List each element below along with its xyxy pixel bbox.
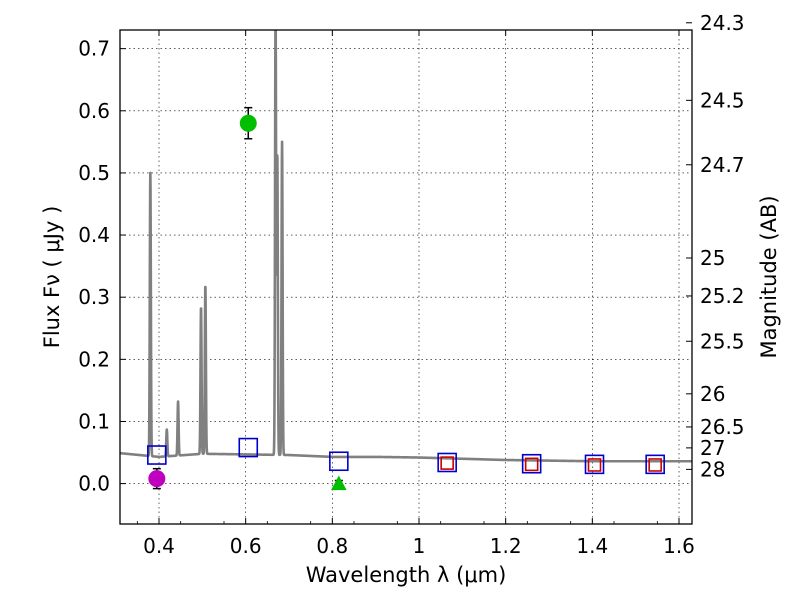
x-tick-label: 0.8 (316, 534, 348, 558)
plot-area (120, 30, 692, 524)
observed-flux-marker (239, 114, 257, 132)
x-tick-label: 1.4 (576, 534, 608, 558)
mag-tick-label: 26 (700, 382, 725, 406)
grid-lines (120, 30, 692, 524)
model-photometry-square (584, 454, 605, 475)
mag-tick-label: 25.2 (700, 284, 745, 308)
model-photometry-square-ir (587, 458, 602, 472)
mag-tick-label: 24.7 (700, 153, 745, 177)
y-tick-label: 0.6 (78, 99, 110, 123)
x-tick-label: 0.6 (230, 534, 262, 558)
y-tick-label: 0.7 (78, 37, 110, 61)
plot-frame (119, 29, 693, 525)
mag-tick-label: 25.5 (700, 329, 745, 353)
model-photometry-square (147, 445, 167, 465)
model-photometry-square (521, 453, 542, 474)
x-tick-label: 1.6 (663, 534, 695, 558)
x-axis-label: Wavelength λ (μm) (306, 563, 507, 587)
mag-tick-label: 24.3 (700, 11, 745, 35)
y-tick-label: 0.2 (78, 347, 110, 371)
model-spectrum-line (120, 30, 692, 463)
mag-tick-label: 27 (700, 436, 725, 460)
mag-tick-label: 24.5 (700, 88, 745, 112)
model-photometry-square-ir (524, 457, 539, 472)
y-tick-label: 0.4 (78, 223, 110, 247)
observed-upper-limit-marker (330, 475, 347, 491)
x-tick-label: 0.4 (143, 534, 175, 558)
y-axis-label: Flux Fν ( μJy ) (40, 206, 64, 349)
y-tick-label: 0.3 (78, 285, 110, 309)
axis-ticks: 0.4 0.6 0.8 1 1.2 1.4 1.6 0.0 0.1 0.2 0.3 0.4 0.5 0.6… (78, 11, 744, 558)
model-photometry-square (437, 452, 457, 473)
model-photometry-square (238, 437, 259, 458)
observed-flux-marker (148, 470, 166, 488)
mag-tick-label: 26.5 (700, 415, 745, 439)
mag-tick-label: 25 (700, 246, 725, 270)
y2-axis-label: Magnitude (AB) (757, 195, 781, 358)
model-photometry-square (329, 451, 349, 472)
x-tick-label: 1.2 (490, 534, 522, 558)
plot-contents (120, 30, 692, 491)
model-photometry-square-ir (648, 458, 662, 472)
x-tick-label: 1 (413, 534, 426, 558)
y-tick-label: 0.5 (78, 161, 110, 185)
y-tick-label: 0.0 (78, 472, 110, 496)
mag-tick-label: 28 (700, 457, 725, 481)
model-photometry-square-ir (440, 456, 454, 470)
model-photometry-square (645, 454, 665, 475)
y-tick-label: 0.1 (78, 409, 110, 433)
